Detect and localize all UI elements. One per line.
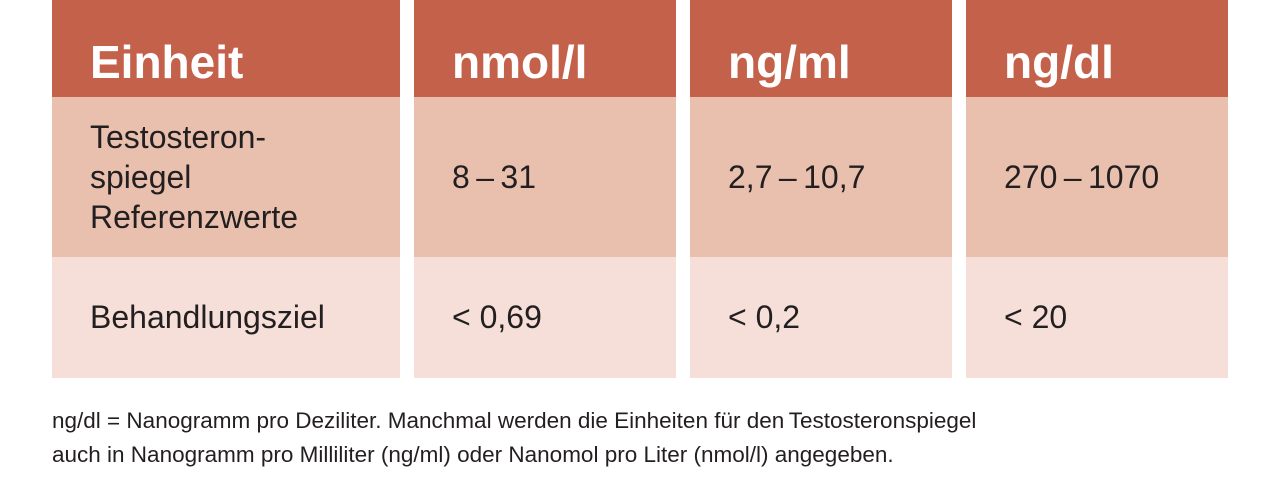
footnote-line: ng/dl = Nanogramm pro Deziliter. Manchma… — [52, 408, 977, 433]
row-label-line: Referenzwerte — [90, 199, 299, 235]
table-cell: 2,7 – 10,7 — [690, 97, 952, 257]
row-label-line: Testosteron- — [90, 119, 267, 155]
header-cell: Einheit — [52, 0, 400, 97]
footnote: ng/dl = Nanogramm pro Deziliter. Manchma… — [52, 404, 976, 472]
table-cell: 270 – 1070 — [966, 97, 1228, 257]
header-cell: nmol/l — [414, 0, 676, 97]
table-cell: 8 – 31 — [414, 97, 676, 257]
row-label-lines: Testosteron- spiegel Referenzwerte — [90, 117, 298, 237]
footnote-line: auch in Nanogramm pro Milliliter (ng/ml)… — [52, 442, 894, 467]
table-cell: < 0,2 — [690, 257, 952, 378]
table-cell: < 0,69 — [414, 257, 676, 378]
table-cell: < 20 — [966, 257, 1228, 378]
row-label: Behandlungsziel — [52, 257, 400, 378]
row-label: Testosteron- spiegel Referenzwerte — [52, 97, 400, 257]
header-cell: ng/dl — [966, 0, 1228, 97]
row-label-line: spiegel — [90, 159, 192, 195]
header-cell: ng/ml — [690, 0, 952, 97]
